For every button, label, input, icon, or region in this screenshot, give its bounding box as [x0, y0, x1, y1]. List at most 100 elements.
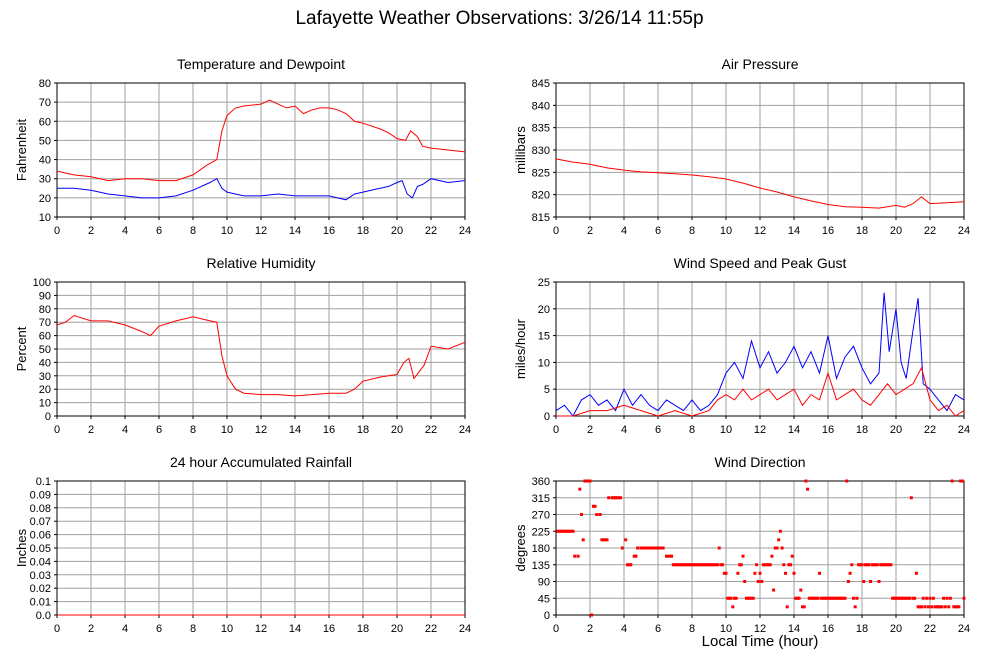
data-point — [665, 554, 668, 558]
y-tick-label: 80 — [39, 78, 51, 90]
y-tick-label: 30 — [39, 174, 51, 186]
x-tick-label: 16 — [822, 424, 834, 436]
x-tick-label: 16 — [822, 623, 834, 635]
x-tick-label: 4 — [621, 225, 627, 237]
data-point — [746, 596, 750, 600]
y-tick-label: 0.06 — [30, 530, 51, 542]
data-point — [857, 563, 861, 567]
y-axis-label: miles/hour — [513, 318, 528, 379]
data-point — [661, 546, 665, 550]
data-point — [704, 563, 708, 567]
data-point — [559, 529, 563, 533]
data-point — [874, 563, 878, 567]
plot-frame — [555, 82, 965, 218]
data-point — [775, 546, 779, 550]
data-point — [772, 588, 776, 592]
data-point — [852, 596, 855, 600]
data-point — [595, 513, 599, 516]
chart-title: Wind Speed and Peak Gust — [674, 255, 847, 271]
chart-title: Relative Humidity — [207, 255, 316, 271]
data-point — [717, 546, 721, 550]
data-point — [722, 571, 726, 575]
data-point — [773, 546, 777, 550]
y-tick-label: 820 — [532, 190, 550, 202]
y-tick-label: 50 — [39, 135, 51, 147]
data-point — [948, 596, 952, 600]
data-point — [899, 596, 903, 600]
data-point — [875, 563, 879, 567]
data-point — [632, 554, 636, 558]
x-tick-label: 10 — [720, 424, 732, 436]
y-tick-label: 0 — [45, 411, 51, 423]
data-point — [925, 596, 929, 600]
data-point — [756, 580, 760, 583]
x-tick-label: 4 — [122, 623, 128, 635]
x-tick-label: 14 — [788, 623, 800, 635]
data-point — [598, 513, 602, 516]
x-tick-label: 20 — [391, 623, 403, 635]
data-point — [625, 563, 629, 567]
data-point — [809, 596, 813, 600]
data-point — [591, 504, 595, 508]
data-point — [724, 571, 728, 575]
data-point — [768, 563, 772, 567]
data-point — [727, 596, 731, 600]
data-point — [896, 596, 900, 600]
data-point — [938, 605, 942, 609]
data-point — [906, 596, 910, 600]
data-point — [610, 496, 614, 500]
data-point — [765, 563, 769, 567]
x-tick-label: 20 — [890, 424, 902, 436]
y-tick-label: 100 — [33, 277, 51, 289]
data-point — [753, 571, 757, 575]
x-tick-label: 4 — [621, 424, 627, 436]
data-point — [758, 571, 762, 575]
data-point — [807, 596, 811, 600]
x-tick-label: 20 — [391, 225, 403, 237]
x-tick-label: 18 — [357, 623, 369, 635]
data-point — [641, 546, 645, 550]
data-point — [763, 563, 767, 567]
data-point — [603, 538, 607, 542]
data-point — [678, 563, 682, 567]
data-point — [935, 605, 939, 609]
data-point — [750, 596, 753, 600]
data-point — [627, 563, 631, 567]
data-point — [892, 596, 896, 600]
data-point — [700, 563, 704, 567]
data-point — [940, 605, 944, 609]
data-point — [916, 605, 920, 609]
data-point — [947, 605, 951, 609]
data-point — [741, 554, 745, 558]
data-point — [563, 529, 566, 533]
data-point — [828, 596, 832, 600]
y-tick-label: 0.1 — [36, 476, 51, 488]
x-tick-label: 6 — [156, 225, 162, 237]
y-tick-label: 25 — [538, 277, 550, 289]
data-point — [804, 479, 808, 483]
data-point — [571, 529, 575, 533]
data-point — [777, 538, 781, 542]
x-tick-label: 6 — [156, 623, 162, 635]
data-point — [620, 546, 624, 550]
y-tick-label: 830 — [532, 145, 550, 157]
data-point — [942, 596, 946, 600]
series-line-2 — [57, 178, 466, 201]
data-point — [569, 529, 573, 533]
data-point — [802, 605, 806, 609]
data-point — [702, 563, 706, 567]
y-tick-label: 0 — [544, 411, 550, 423]
data-point — [894, 596, 898, 600]
data-point — [688, 563, 692, 567]
x-tick-label: 20 — [890, 225, 902, 237]
data-point — [926, 605, 930, 609]
data-point — [557, 529, 561, 533]
y-tick-label: 90 — [538, 577, 550, 589]
data-point — [658, 546, 662, 550]
data-point — [836, 596, 840, 600]
data-point — [716, 563, 719, 567]
data-point — [586, 479, 590, 483]
x-tick-label: 8 — [689, 424, 695, 436]
data-point — [869, 580, 872, 583]
